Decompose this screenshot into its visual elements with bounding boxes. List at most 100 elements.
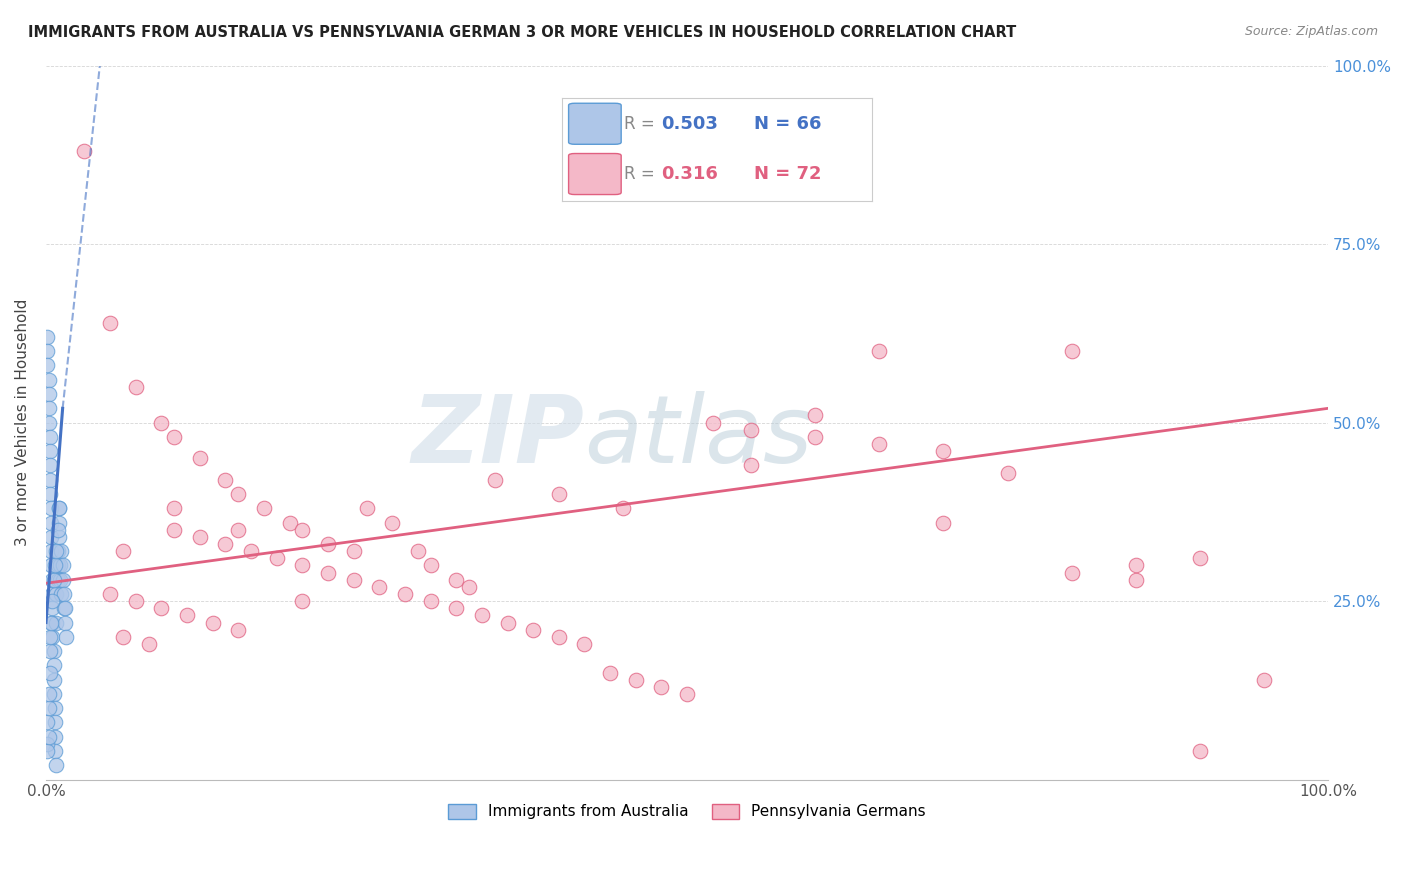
Point [740, 458, 762, 473]
Point [163, 501, 186, 516]
Point [42, 573, 65, 587]
Point [226, 523, 249, 537]
Point [316, 566, 339, 580]
Point [997, 466, 1019, 480]
Point [484, 473, 506, 487]
Point [45, 758, 67, 772]
Point [39, 615, 62, 630]
Point [39, 501, 62, 516]
Point [278, 516, 301, 530]
Point [38, 630, 60, 644]
Point [804, 430, 827, 444]
Point [44, 715, 66, 730]
Point [226, 487, 249, 501]
Point [419, 558, 441, 573]
Point [214, 537, 236, 551]
Point [368, 580, 391, 594]
Point [253, 501, 276, 516]
Legend: Immigrants from Australia, Pennsylvania Germans: Immigrants from Australia, Pennsylvania … [441, 797, 932, 825]
Point [42, 687, 65, 701]
Point [38, 416, 60, 430]
Text: IMMIGRANTS FROM AUSTRALIA VS PENNSYLVANIA GERMAN 3 OR MORE VEHICLES IN HOUSEHOLD: IMMIGRANTS FROM AUSTRALIA VS PENNSYLVANI… [28, 25, 1017, 40]
Point [496, 615, 519, 630]
Point [804, 409, 827, 423]
Text: N = 72: N = 72 [754, 165, 821, 183]
Point [39, 544, 62, 558]
Point [163, 430, 186, 444]
Point [111, 544, 134, 558]
Point [188, 530, 211, 544]
Point [356, 501, 378, 516]
Point [868, 437, 890, 451]
Point [55, 630, 77, 644]
Point [38, 730, 60, 744]
Point [38, 444, 60, 458]
Point [624, 673, 647, 687]
Point [52, 601, 75, 615]
Point [44, 730, 66, 744]
Point [52, 587, 75, 601]
Point [46, 523, 69, 537]
Text: R =: R = [624, 115, 655, 133]
Point [98, 316, 121, 330]
Point [125, 594, 148, 608]
Point [46, 558, 69, 573]
Point [44, 744, 66, 758]
Point [291, 594, 314, 608]
Point [39, 530, 62, 544]
Text: atlas: atlas [585, 392, 813, 483]
Point [41, 573, 63, 587]
Point [48, 501, 70, 516]
Point [266, 551, 288, 566]
Point [37, 737, 59, 751]
Point [458, 580, 481, 594]
Point [547, 487, 569, 501]
Point [45, 544, 67, 558]
Point [547, 630, 569, 644]
Point [38, 401, 60, 416]
Point [46, 573, 69, 587]
Point [37, 359, 59, 373]
Point [48, 501, 70, 516]
Point [42, 644, 65, 658]
Text: Source: ZipAtlas.com: Source: ZipAtlas.com [1244, 25, 1378, 38]
Point [316, 537, 339, 551]
Point [38, 665, 60, 680]
Point [52, 558, 75, 573]
Point [38, 373, 60, 387]
Point [49, 558, 72, 573]
Point [291, 523, 314, 537]
Point [1060, 344, 1083, 359]
Point [188, 451, 211, 466]
Point [932, 516, 955, 530]
Point [240, 544, 263, 558]
Point [381, 516, 404, 530]
Point [41, 601, 63, 615]
Point [51, 587, 73, 601]
Point [41, 594, 63, 608]
Point [676, 687, 699, 701]
Point [1060, 566, 1083, 580]
Point [1125, 558, 1147, 573]
Text: R =: R = [624, 165, 655, 183]
Point [226, 623, 249, 637]
Point [38, 458, 60, 473]
Point [574, 637, 596, 651]
Point [38, 687, 60, 701]
Point [44, 701, 66, 715]
Point [41, 587, 63, 601]
Point [39, 558, 62, 573]
Point [1125, 573, 1147, 587]
FancyBboxPatch shape [568, 153, 621, 194]
Point [599, 665, 621, 680]
Point [125, 380, 148, 394]
Text: N = 66: N = 66 [754, 115, 821, 133]
Point [932, 444, 955, 458]
Point [343, 544, 366, 558]
Point [214, 473, 236, 487]
Point [522, 623, 544, 637]
Point [37, 744, 59, 758]
Point [41, 630, 63, 644]
Point [38, 644, 60, 658]
Point [53, 615, 76, 630]
